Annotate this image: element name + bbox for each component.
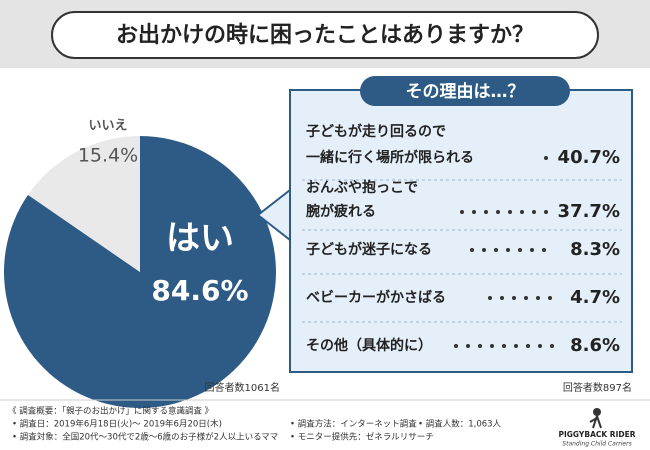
slice-label: いいえ (88, 119, 127, 134)
dot-leader (520, 210, 524, 214)
dot-leader (530, 248, 534, 252)
pie-chart: はい 84.6% いいえ 15.4% (3, 119, 276, 408)
logo-icon (589, 415, 602, 429)
dot-leader (548, 296, 552, 300)
dot-leader (496, 210, 500, 214)
survey-item: • モニター提供先：ゼネラルリサーチ (290, 432, 434, 443)
title: お出かけの時に困ったことはありますか？ (116, 23, 534, 48)
dot-leader (508, 210, 512, 214)
reasons-header-bg (360, 76, 570, 106)
dot-leader (502, 344, 506, 348)
survey-heading: 《 調査概要：「親子のお出かけ」に関する意識調査 》 (8, 406, 213, 417)
survey-item: • 調査日：2019年6月18日(火)～ 2019年6月20日(木) (12, 419, 222, 430)
dot-leader (482, 248, 486, 252)
dot-leader (472, 210, 476, 214)
dot-leader (532, 210, 536, 214)
slice-value: 15.4% (78, 145, 138, 167)
dot-leader (550, 344, 554, 348)
pie-slice (3, 136, 276, 408)
reason-text: 子どもが迷子になる (306, 241, 432, 258)
reason-value: 8.6% (570, 335, 620, 356)
dot-leader (538, 344, 542, 348)
reason-value: 37.7% (558, 201, 620, 222)
dot-leader (460, 210, 464, 214)
reason-value: 4.7% (570, 287, 620, 308)
dot-leader (514, 344, 518, 348)
reason-value: 40.7% (558, 147, 620, 168)
reason-text: ベビーカーがかさばる (306, 289, 446, 306)
survey-item: • 調査人数：1,063人 (418, 419, 502, 430)
dot-leader (518, 248, 522, 252)
reason-text: 一緒に行く場所が限られる (306, 149, 474, 166)
logo-name: PIGGYBACK RIDER (558, 430, 635, 439)
dot-leader (544, 156, 548, 160)
reasons-title: その理由は…？ (406, 81, 525, 102)
slice-label: はい (166, 219, 234, 259)
dot-leader (536, 296, 540, 300)
slice-value: 84.6% (151, 274, 248, 307)
reasons-box (289, 89, 633, 373)
pie-respondents: 回答者数1061名 (205, 381, 280, 394)
reason-text: 腕が疲れる (306, 203, 376, 220)
dot-leader (484, 210, 488, 214)
dot-leader (544, 210, 548, 214)
reason-text: 子どもが走り回るので (306, 123, 446, 140)
reason-value: 8.3% (570, 239, 620, 260)
dot-leader (466, 344, 470, 348)
dot-leader (494, 248, 498, 252)
dot-leader (470, 248, 474, 252)
logo-tagline: Standing Child Carriers (562, 441, 631, 448)
pointer-joint (291, 188, 327, 242)
dot-leader (526, 344, 530, 348)
dot-leader (506, 248, 510, 252)
dot-leader (524, 296, 528, 300)
title-box (51, 11, 599, 59)
reason-text: その他（具体的に） (306, 337, 432, 354)
survey-item: • 調査対象：全国20代～30代で2歳～6歳のお子様が2人以上いるママ (12, 432, 278, 443)
dot-leader (512, 296, 516, 300)
logo-icon (593, 408, 601, 416)
dot-leader (542, 248, 546, 252)
pie-slice (27, 136, 141, 272)
dot-leader (454, 344, 458, 348)
survey-item: • 調査方法：インターネット調査 (290, 419, 417, 430)
dot-leader (488, 296, 492, 300)
reasons-respondents: 回答者数897名 (563, 381, 632, 394)
reason-text: おんぶや抱っこで (306, 179, 418, 196)
dot-leader (500, 296, 504, 300)
dot-leader (490, 344, 494, 348)
dot-leader (478, 344, 482, 348)
